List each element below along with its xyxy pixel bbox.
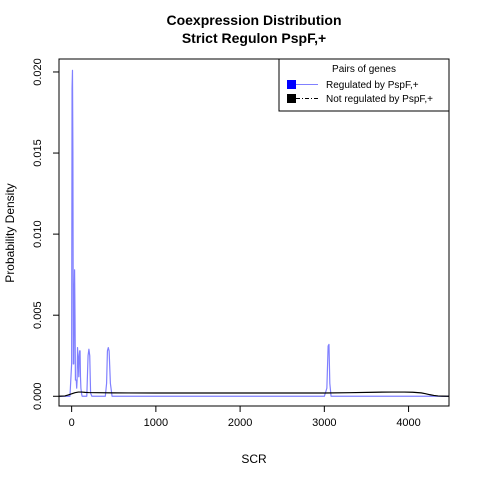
x-tick-label: 1000 xyxy=(144,417,168,429)
y-tick-label: 0.000 xyxy=(32,383,44,411)
legend-label-not-regulated: Not regulated by PspF,+ xyxy=(326,94,433,105)
axis-layer: 0 1000 2000 3000 4000 0.000 0.005 0.010 0.015 0.0… xyxy=(32,58,421,429)
legend-label-regulated: Regulated by PspF,+ xyxy=(326,80,419,91)
series-line-regulated xyxy=(59,69,449,397)
legend-title: Pairs of genes xyxy=(332,64,396,75)
chart-subtitle: Strict Regulon PspF,+ xyxy=(182,30,326,46)
y-tick-label: 0.015 xyxy=(32,139,44,167)
legend-swatch-not-regulated xyxy=(287,94,296,103)
legend: Pairs of genes Regulated by PspF,+ Not r… xyxy=(278,58,450,112)
legend-swatch-regulated xyxy=(287,80,296,89)
y-tick-label: 0.020 xyxy=(32,58,44,86)
x-tick-label: 3000 xyxy=(312,417,336,429)
plot-frame xyxy=(58,58,450,407)
y-axis-label: Probability Density xyxy=(3,183,17,282)
x-tick-label: 4000 xyxy=(396,417,420,429)
x-tick-label: 0 xyxy=(69,417,75,429)
x-axis-label: SCR xyxy=(241,452,267,466)
y-tick-label: 0.005 xyxy=(32,301,44,329)
y-tick-label: 0.010 xyxy=(32,220,44,248)
chart-title: Coexpression Distribution xyxy=(166,12,341,28)
x-tick-label: 2000 xyxy=(228,417,252,429)
series-line-not-regulated xyxy=(58,391,450,397)
series-layer xyxy=(58,69,450,397)
